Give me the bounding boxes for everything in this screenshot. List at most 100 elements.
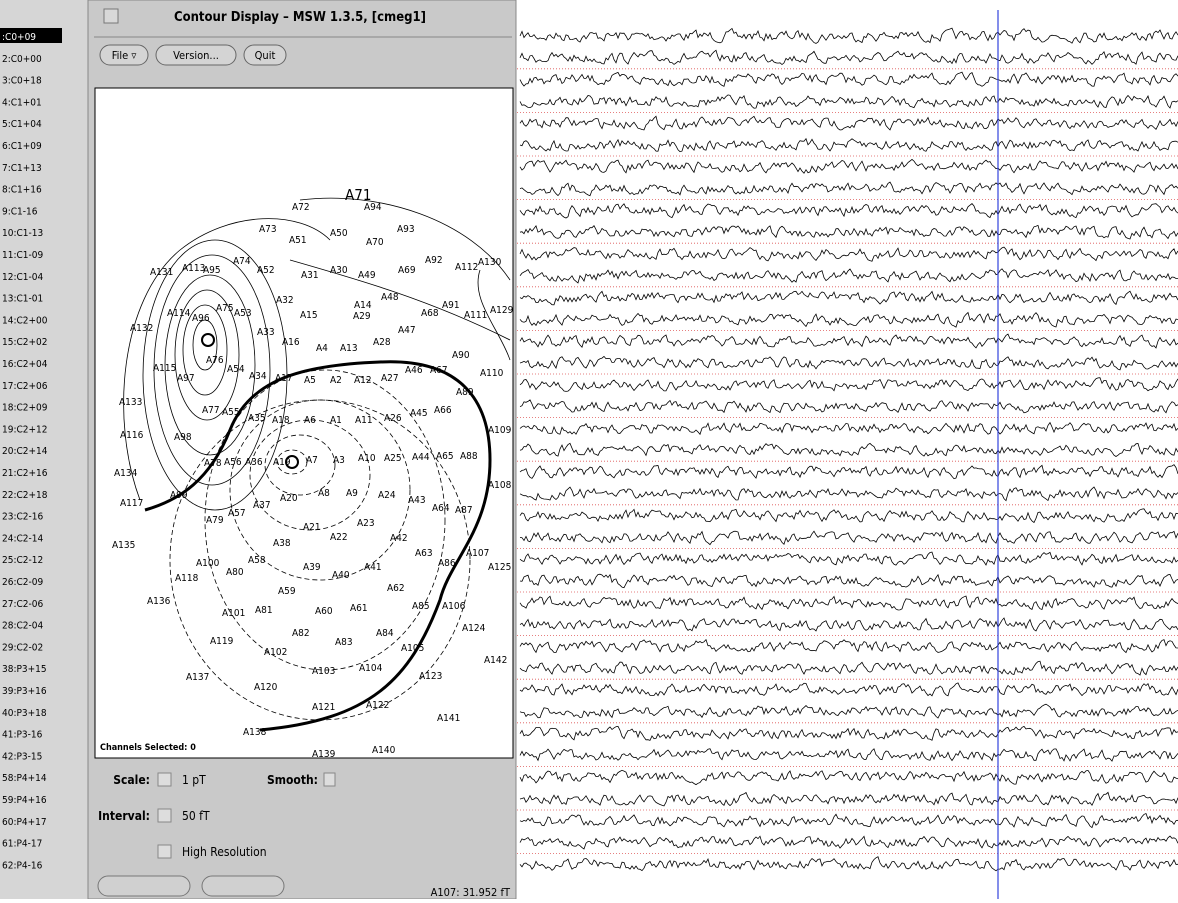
channel-label[interactable]: 61:P4-17: [2, 839, 42, 850]
sensor-label: A47: [398, 325, 416, 336]
sensor-label: A15: [300, 310, 318, 321]
sensor-label: A24: [378, 490, 396, 501]
channel-label[interactable]: 4:C1+01: [2, 97, 42, 108]
sensor-label: A9: [346, 488, 358, 499]
channel-label[interactable]: 41:P3-16: [2, 730, 43, 741]
sensor-label: A139: [312, 749, 336, 760]
channels-selected: Channels Selected: 0: [100, 743, 196, 753]
sensor-label: A83: [335, 637, 353, 648]
sensor-label: A64: [432, 503, 450, 514]
channel-label[interactable]: 38:P3+15: [2, 664, 47, 675]
sensor-label: A116: [120, 430, 144, 441]
sensor-label: A46: [405, 365, 423, 376]
sensor-label: A19: [273, 457, 291, 468]
sensor-label: A129: [490, 305, 514, 316]
channel-label[interactable]: 18:C2+09: [2, 403, 48, 414]
sensor-label: A96: [192, 313, 210, 324]
sensor-label: A86: [438, 558, 456, 569]
channel-label[interactable]: :C0+09: [2, 32, 36, 43]
sensor-label: A110: [480, 368, 504, 379]
window-menu[interactable]: [104, 9, 118, 23]
channel-label[interactable]: 9:C1-16: [2, 206, 38, 217]
channel-label[interactable]: 16:C2+04: [2, 359, 48, 370]
sensor-label: A45: [410, 408, 428, 419]
sensor-label: A105: [401, 643, 424, 654]
button-bar: File ▿ Version... Quit: [100, 45, 286, 65]
sensor-label: A44: [412, 452, 430, 463]
sensor-label: A57: [228, 508, 246, 519]
sensor-label: A113: [182, 263, 205, 274]
sensor-label: A78: [204, 458, 222, 469]
channel-label[interactable]: 27:C2-06: [2, 599, 43, 610]
channel-label[interactable]: 28:C2-04: [2, 621, 43, 632]
button-label[interactable]: File ▿: [112, 49, 137, 62]
sensor-label: A77: [202, 405, 220, 416]
sensor-label: A73: [259, 224, 277, 235]
sensor-label: A133: [119, 397, 142, 408]
sensor-label: A42: [390, 533, 408, 544]
sensor-label: A79: [206, 515, 224, 526]
smooth-checkbox[interactable]: [324, 773, 335, 786]
button-label[interactable]: Version...: [173, 49, 219, 62]
channel-label[interactable]: 22:C2+18: [2, 490, 48, 501]
sensor-label: A23: [357, 518, 375, 529]
sensor-label: A117: [120, 498, 143, 509]
sensor-label: A59: [278, 586, 296, 597]
button-label[interactable]: Quit: [255, 49, 276, 62]
sensor-label: A130: [478, 257, 502, 268]
sensor-label: A12: [354, 375, 372, 386]
sensor-label: A29: [353, 311, 371, 322]
channel-label[interactable]: 29:C2-02: [2, 642, 43, 653]
channel-label[interactable]: 25:C2-12: [2, 555, 43, 566]
sensor-label: A74: [233, 256, 251, 267]
channel-label[interactable]: 23:C2-16: [2, 512, 43, 523]
scale-menu[interactable]: [158, 773, 171, 786]
channel-label[interactable]: 7:C1+13: [2, 163, 42, 174]
channel-label[interactable]: 62:P4-16: [2, 860, 43, 871]
channel-label[interactable]: 21:C2+16: [2, 468, 48, 479]
sensor-label: A60: [315, 606, 333, 617]
channel-label[interactable]: 3:C0+18: [2, 76, 42, 87]
sensor-label: A22: [330, 532, 348, 543]
channel-label[interactable]: 17:C2+06: [2, 381, 48, 392]
sensor-label: A58: [248, 555, 266, 566]
channel-label[interactable]: 6:C1+09: [2, 141, 42, 152]
channel-label[interactable]: 8:C1+16: [2, 185, 42, 196]
interval-menu[interactable]: [158, 809, 171, 822]
sensor-label: A101: [222, 608, 245, 619]
sensor-label: A94: [364, 202, 382, 213]
channel-label[interactable]: 14:C2+00: [2, 315, 48, 326]
channel-label[interactable]: 40:P3+18: [2, 708, 47, 719]
channel-label[interactable]: 11:C1-09: [2, 250, 43, 261]
sensor-label: A80: [226, 567, 244, 578]
channel-label[interactable]: 58:P4+14: [2, 773, 47, 784]
sensor-label: A103: [312, 666, 335, 677]
channel-label[interactable]: 13:C1-01: [2, 294, 43, 305]
sensor-label: A108: [488, 480, 512, 491]
scale-label: Scale:: [113, 773, 150, 787]
sensor-label: A100: [196, 558, 220, 569]
channel-label[interactable]: 10:C1-13: [2, 228, 43, 239]
high-res-toggle[interactable]: [158, 845, 171, 858]
sensor-label: A132: [130, 323, 153, 334]
channel-label[interactable]: 60:P4+17: [2, 817, 47, 828]
channel-label[interactable]: 24:C2-14: [2, 533, 43, 544]
sensor-label: A125: [488, 562, 511, 573]
channel-label[interactable]: 20:C2+14: [2, 446, 48, 457]
channel-label[interactable]: 39:P3+16: [2, 686, 47, 697]
channel-label[interactable]: 26:C2-09: [2, 577, 43, 588]
button[interactable]: [98, 876, 190, 896]
channel-label[interactable]: 42:P3-15: [2, 751, 42, 762]
channel-label[interactable]: 15:C2+02: [2, 337, 47, 348]
channel-label[interactable]: 2:C0+00: [2, 54, 42, 65]
sensor-label: A31: [301, 270, 319, 281]
channel-label[interactable]: 5:C1+04: [2, 119, 42, 130]
sensor-label: A43: [408, 495, 426, 506]
trace-area: [517, 0, 1178, 899]
sensor-label: A50: [330, 228, 348, 239]
channel-label[interactable]: 12:C1-04: [2, 272, 43, 283]
button[interactable]: [202, 876, 284, 896]
channel-label[interactable]: 59:P4+16: [2, 795, 47, 806]
interval-value: 50 fT: [182, 809, 210, 823]
channel-label[interactable]: 19:C2+12: [2, 424, 47, 435]
